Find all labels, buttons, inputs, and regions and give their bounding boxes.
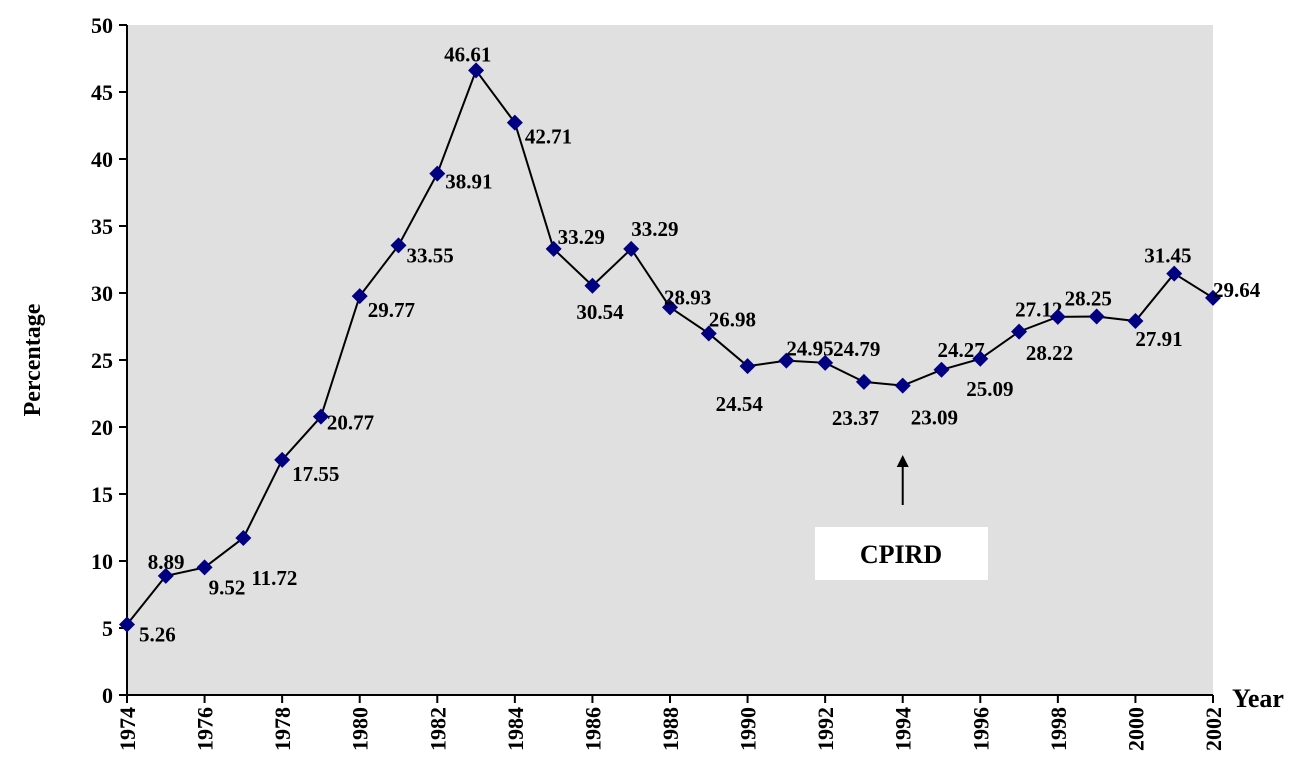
- annotation: CPIRD: [860, 540, 942, 569]
- data-label: 24.54: [716, 392, 764, 416]
- data-label: 33.29: [558, 225, 605, 249]
- data-label: 5.26: [139, 623, 176, 647]
- x-tick-label: 1988: [658, 707, 683, 751]
- annotation-arrowhead: [896, 455, 909, 467]
- marker: [274, 451, 291, 468]
- data-label: 26.98: [709, 307, 756, 331]
- data-label: 28.25: [1065, 286, 1112, 310]
- marker: [778, 352, 795, 369]
- x-tick-label: 1998: [1046, 707, 1071, 751]
- marker: [312, 408, 329, 425]
- marker: [623, 240, 640, 257]
- x-tick-label: 2000: [1123, 707, 1148, 751]
- data-label: 17.55: [292, 462, 339, 486]
- y-tick-label: 0: [102, 683, 113, 708]
- marker: [1127, 313, 1144, 330]
- marker: [1088, 308, 1105, 325]
- marker: [468, 62, 485, 79]
- y-tick-label: 5: [102, 616, 113, 641]
- y-tick-label: 35: [91, 214, 113, 239]
- x-tick-label: 1980: [348, 707, 373, 751]
- x-tick-label: 1978: [270, 707, 295, 751]
- marker: [933, 361, 950, 378]
- annotation-box: [815, 527, 988, 580]
- data-label: 23.09: [911, 406, 958, 430]
- marker: [506, 114, 523, 131]
- marker: [662, 299, 678, 316]
- marker: [972, 350, 989, 367]
- data-label: 20.77: [327, 411, 374, 435]
- data-label: 9.52: [209, 575, 246, 599]
- y-tick-label: 30: [91, 281, 113, 306]
- y-tick-label: 50: [91, 13, 113, 38]
- marker: [739, 358, 756, 375]
- y-tick-label: 10: [91, 549, 113, 574]
- data-label: 25.09: [966, 377, 1013, 401]
- x-tick-label: 1996: [968, 707, 993, 751]
- marker: [545, 240, 562, 257]
- data-label: 27.91: [1135, 327, 1182, 351]
- marker: [157, 567, 174, 584]
- x-axis-label: Year: [1232, 684, 1284, 713]
- marker: [894, 377, 911, 394]
- data-label: 28.22: [1026, 341, 1073, 365]
- x-tick-label: 1990: [736, 707, 761, 751]
- marker: [584, 277, 601, 294]
- marker: [196, 559, 213, 576]
- marker: [1049, 308, 1066, 325]
- marker: [1166, 265, 1183, 282]
- x-tick-label: 1984: [503, 707, 528, 751]
- data-label: 38.91: [445, 170, 492, 194]
- data-label: 29.64: [1213, 278, 1261, 302]
- data-label: 42.71: [525, 125, 572, 149]
- x-tick-label: 1992: [813, 707, 838, 751]
- marker: [235, 529, 252, 546]
- x-tick-label: 2002: [1201, 707, 1226, 751]
- data-label: 46.61: [444, 42, 491, 66]
- y-tick-label: 25: [91, 348, 113, 373]
- data-label: 29.77: [368, 298, 415, 322]
- marker: [351, 288, 368, 305]
- x-tick-label: 1994: [891, 707, 916, 751]
- marker: [119, 616, 135, 633]
- x-tick-label: 1982: [425, 707, 450, 751]
- data-label: 23.37: [832, 406, 879, 430]
- data-label: 24.79: [833, 337, 880, 361]
- x-tick-label: 1986: [580, 707, 605, 751]
- data-label: 8.89: [148, 550, 185, 574]
- x-tick-label: 1976: [193, 707, 218, 751]
- y-tick-label: 20: [91, 415, 113, 440]
- y-axis-label: Percentage: [20, 303, 46, 416]
- data-label: 30.54: [576, 300, 624, 324]
- marker: [429, 165, 446, 182]
- marker: [1205, 289, 1221, 306]
- marker: [855, 373, 872, 390]
- marker: [1011, 323, 1028, 340]
- data-label: 33.55: [407, 243, 454, 267]
- data-label: 11.72: [251, 566, 297, 590]
- data-label: 33.29: [631, 217, 678, 241]
- marker: [700, 325, 717, 342]
- y-tick-label: 45: [91, 80, 113, 105]
- marker: [817, 354, 834, 371]
- plot-area: [127, 25, 1213, 695]
- y-tick-label: 15: [91, 482, 113, 507]
- data-label: 31.45: [1144, 244, 1191, 268]
- y-tick-label: 40: [91, 147, 113, 172]
- data-label: 28.93: [664, 285, 711, 309]
- marker: [390, 237, 407, 254]
- x-tick-label: 1974: [115, 707, 140, 751]
